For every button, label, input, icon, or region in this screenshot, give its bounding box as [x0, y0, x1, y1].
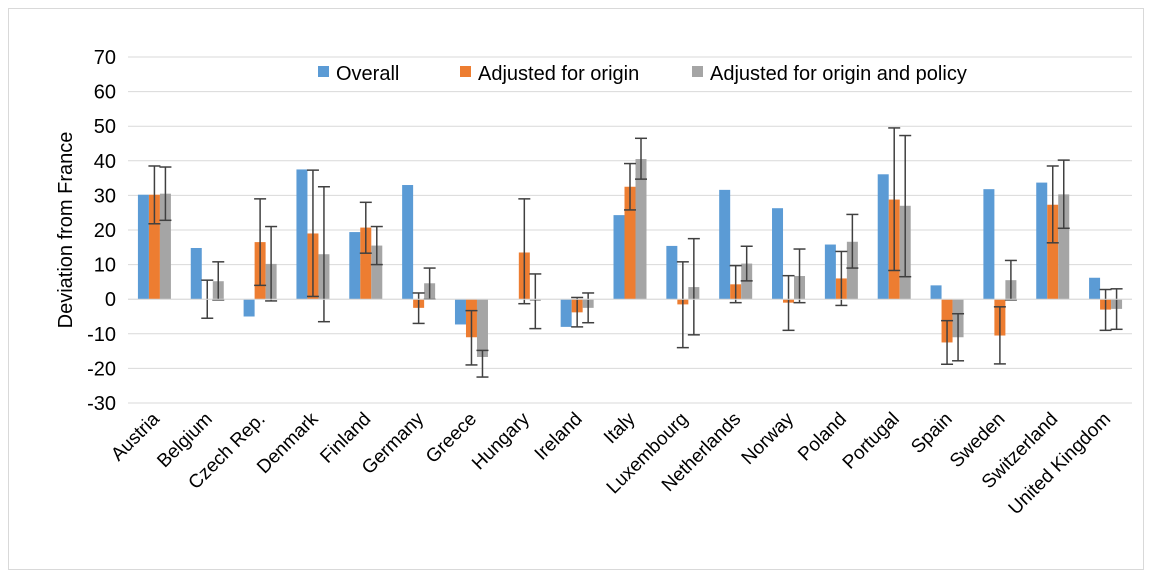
- error-bar-1-10: [676, 261, 689, 349]
- bar-0-15: [930, 285, 942, 300]
- error-bar-1-11: [729, 264, 742, 304]
- x-category-label: Hungary: [468, 408, 534, 474]
- bar-2-17: [1058, 194, 1070, 300]
- legend-label-adjusted-origin-policy: Adjusted for origin and policy: [710, 63, 967, 85]
- bar-1-9: [624, 186, 636, 300]
- bar-2-9: [635, 159, 647, 300]
- error-bar-1-0: [148, 165, 161, 225]
- bar-0-12: [772, 208, 784, 300]
- error-bar-1-9: [624, 162, 636, 211]
- x-category-label: Italy: [600, 408, 640, 448]
- y-axis-tick-labels: -30 -20 -10 0 10 20 30 40 50 60 70: [87, 47, 116, 415]
- error-bar-2-7: [529, 273, 542, 330]
- error-bar-2-12: [793, 248, 806, 304]
- error-bar-1-6: [465, 309, 478, 366]
- bar-0-10: [666, 245, 678, 300]
- legend-label-overall: Overall: [336, 63, 399, 85]
- error-bar-1-8: [571, 296, 584, 328]
- error-bar-1-17: [1046, 165, 1059, 244]
- y-tick-label: -30: [87, 393, 116, 415]
- bar-2-13: [846, 241, 858, 300]
- bar-2-6: [476, 299, 488, 357]
- error-bar-2-17: [1057, 159, 1070, 230]
- gridlines: [128, 56, 1132, 404]
- y-tick-label: 50: [94, 116, 116, 138]
- error-bar-2-6: [476, 349, 489, 378]
- error-bar-1-5: [412, 292, 425, 325]
- bar-0-5: [402, 185, 414, 300]
- bar-0-0: [137, 194, 149, 300]
- error-bar-2-14: [899, 134, 912, 278]
- error-bar-2-11: [740, 245, 753, 282]
- bar-0-6: [454, 299, 466, 325]
- legend-swatch-adjusted-origin-policy: [692, 66, 703, 77]
- y-axis-title: Deviation from France: [55, 132, 77, 329]
- bar-0-17: [1036, 182, 1048, 300]
- error-bar-1-13: [835, 250, 848, 307]
- bar-0-3: [296, 169, 308, 300]
- error-bar-1-15: [941, 319, 954, 365]
- error-bar-1-2: [254, 198, 267, 287]
- bar-0-2: [243, 299, 255, 317]
- error-bar-2-8: [582, 292, 595, 324]
- error-bar-1-12: [782, 274, 795, 332]
- bar-0-13: [824, 244, 836, 300]
- error-bar-1-3: [306, 169, 319, 298]
- bar-1-4: [360, 227, 372, 300]
- error-bar-2-15: [952, 312, 965, 362]
- x-category-label: Norway: [738, 408, 799, 469]
- x-category-label: Portugal: [839, 409, 904, 474]
- bar-2-4: [371, 245, 383, 300]
- bar-1-17: [1047, 204, 1059, 300]
- legend-swatch-overall: [318, 66, 329, 77]
- bar-0-8: [560, 299, 572, 327]
- x-category-label: Spain: [907, 409, 956, 458]
- error-bar-1-4: [359, 201, 372, 254]
- error-bar-2-13: [846, 213, 859, 269]
- error-bar-1-18: [1099, 288, 1112, 332]
- y-tick-label: 70: [94, 47, 116, 69]
- y-tick-label: 20: [94, 220, 116, 242]
- legend: Overall Adjusted for origin Adjusted for…: [318, 63, 967, 85]
- legend-label-adjusted-origin: Adjusted for origin: [478, 63, 639, 85]
- error-bar-2-1: [212, 261, 225, 301]
- y-tick-label: 60: [94, 82, 116, 104]
- y-tick-label: 10: [94, 255, 116, 277]
- bar-0-16: [983, 189, 995, 300]
- error-bars: [148, 127, 1123, 378]
- x-category-label: Ireland: [531, 409, 587, 465]
- bar-0-14: [877, 174, 889, 300]
- bar-0-1: [190, 247, 202, 300]
- y-tick-label: 0: [105, 289, 116, 311]
- error-bar-2-2: [265, 225, 278, 302]
- error-bar-2-4: [370, 225, 383, 266]
- legend-swatch-adjusted-origin: [460, 66, 471, 77]
- error-bar-2-9: [635, 137, 647, 180]
- error-bar-2-16: [1004, 259, 1017, 301]
- error-bar-1-16: [993, 306, 1006, 365]
- error-bar-2-10: [687, 237, 700, 336]
- bar-0-9: [613, 215, 625, 300]
- bar-0-11: [719, 189, 731, 300]
- bar-2-0: [159, 193, 171, 300]
- y-tick-label: 40: [94, 151, 116, 173]
- y-tick-label: 30: [94, 185, 116, 207]
- error-bar-2-18: [1110, 288, 1123, 331]
- y-tick-label: -10: [87, 324, 116, 346]
- y-tick-label: -20: [87, 358, 116, 380]
- bar-0-18: [1089, 277, 1101, 300]
- bar-0-4: [349, 232, 361, 300]
- error-bar-1-7: [518, 198, 531, 305]
- error-bar-1-14: [888, 127, 901, 272]
- error-bar-2-0: [159, 166, 172, 222]
- bar-1-0: [148, 194, 160, 300]
